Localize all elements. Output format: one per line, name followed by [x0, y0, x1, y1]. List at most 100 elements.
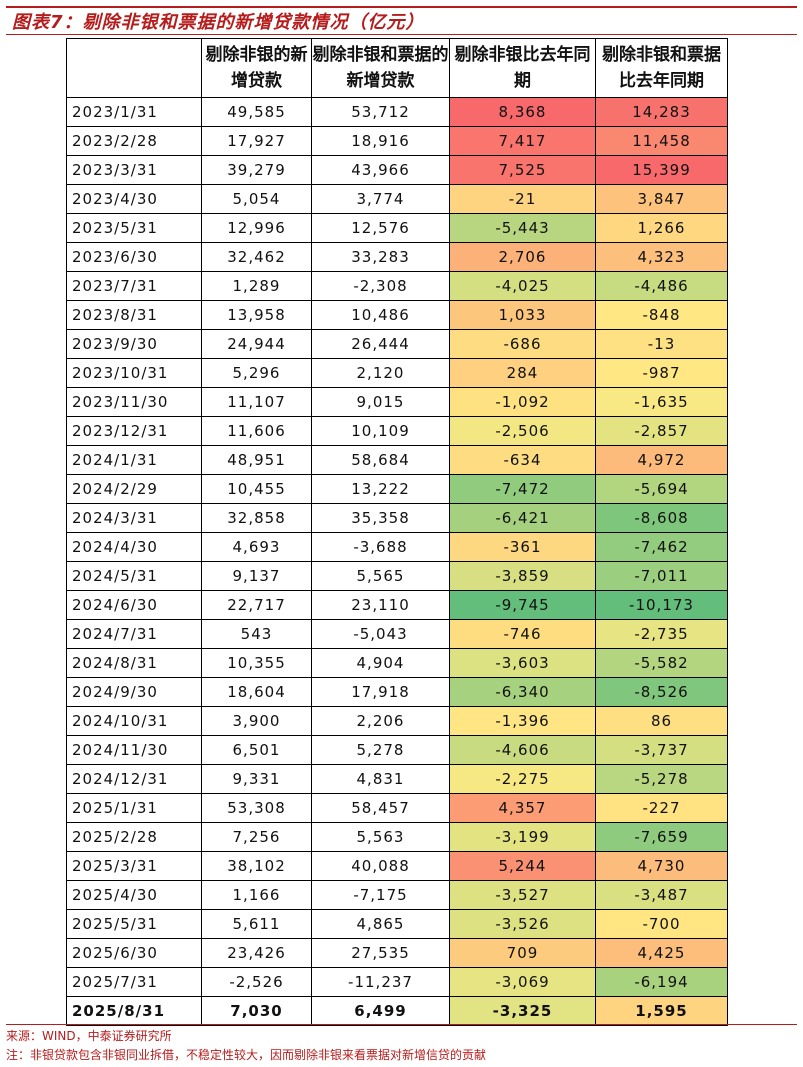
yoy-excl-nonbank-cell: -3,526: [449, 909, 596, 939]
header-excl-nonbank: 剔除非银的新增贷款: [201, 38, 312, 98]
loan-excl-nonbank-cell: 32,462: [201, 242, 312, 272]
loan-excl-nonbank-cell: 48,951: [201, 445, 312, 475]
loan-excl-nonbank-bills-cell: 5,278: [311, 735, 450, 765]
loan-excl-nonbank-bills-cell: 33,283: [311, 242, 450, 272]
loan-excl-nonbank-bills-cell: -3,688: [311, 532, 450, 562]
loan-excl-nonbank-bills-cell: 5,565: [311, 561, 450, 591]
yoy-excl-nonbank-cell: 8,368: [449, 97, 596, 127]
yoy-excl-nonbank-cell: -4,025: [449, 271, 596, 301]
table-row: 2023/3/31 39,279 43,966 7,525 15,399: [66, 155, 728, 185]
yoy-excl-nonbank-cell: -7,472: [449, 474, 596, 504]
yoy-excl-nonbank-cell: -2,506: [449, 416, 596, 446]
table-row: 2025/8/31 7,030 6,499 -3,325 1,595: [66, 996, 728, 1026]
yoy-excl-nonbank-cell: -9,745: [449, 590, 596, 620]
loan-excl-nonbank-bills-cell: -5,043: [311, 619, 450, 649]
yoy-excl-nonbank-cell: -1,092: [449, 387, 596, 417]
table-row: 2024/8/31 10,355 4,904 -3,603 -5,582: [66, 648, 728, 678]
yoy-excl-nonbank-cell: 284: [449, 358, 596, 388]
date-cell: 2024/3/31: [66, 503, 202, 533]
loan-excl-nonbank-bills-cell: 27,535: [311, 938, 450, 968]
date-cell: 2023/1/31: [66, 97, 202, 127]
loan-excl-nonbank-cell: 7,030: [201, 996, 312, 1026]
yoy-excl-nonbank-cell: -6,421: [449, 503, 596, 533]
table-row: 2023/11/30 11,107 9,015 -1,092 -1,635: [66, 387, 728, 417]
loan-excl-nonbank-cell: 11,606: [201, 416, 312, 446]
date-cell: 2023/10/31: [66, 358, 202, 388]
loan-excl-nonbank-bills-cell: 58,684: [311, 445, 450, 475]
yoy-excl-nonbank-bills-cell: 4,730: [595, 851, 728, 881]
loan-excl-nonbank-bills-cell: -11,237: [311, 967, 450, 997]
header-row: 剔除非银的新增贷款 剔除非银和票据的新增贷款 剔除非银比去年同期 剔除非银和票据…: [66, 38, 728, 98]
yoy-excl-nonbank-cell: -3,603: [449, 648, 596, 678]
table-row: 2024/4/30 4,693 -3,688 -361 -7,462: [66, 532, 728, 562]
table-row: 2023/2/28 17,927 18,916 7,417 11,458: [66, 126, 728, 156]
yoy-excl-nonbank-bills-cell: 4,972: [595, 445, 728, 475]
loan-excl-nonbank-cell: 6,501: [201, 735, 312, 765]
loan-excl-nonbank-cell: 4,693: [201, 532, 312, 562]
loan-excl-nonbank-bills-cell: 23,110: [311, 590, 450, 620]
date-cell: 2023/11/30: [66, 387, 202, 417]
yoy-excl-nonbank-cell: -746: [449, 619, 596, 649]
date-cell: 2025/4/30: [66, 880, 202, 910]
loan-excl-nonbank-cell: 22,717: [201, 590, 312, 620]
loan-excl-nonbank-cell: 10,355: [201, 648, 312, 678]
yoy-excl-nonbank-cell: -3,859: [449, 561, 596, 591]
date-cell: 2023/4/30: [66, 184, 202, 214]
table-row: 2024/11/30 6,501 5,278 -4,606 -3,737: [66, 735, 728, 765]
header-date: [66, 38, 202, 98]
loan-excl-nonbank-cell: 7,256: [201, 822, 312, 852]
yoy-excl-nonbank-cell: 5,244: [449, 851, 596, 881]
yoy-excl-nonbank-bills-cell: -4,486: [595, 271, 728, 301]
date-cell: 2024/8/31: [66, 648, 202, 678]
table-row: 2024/7/31 543 -5,043 -746 -2,735: [66, 619, 728, 649]
date-cell: 2024/5/31: [66, 561, 202, 591]
loan-excl-nonbank-bills-cell: 13,222: [311, 474, 450, 504]
yoy-excl-nonbank-cell: 709: [449, 938, 596, 968]
yoy-excl-nonbank-bills-cell: -987: [595, 358, 728, 388]
header-excl-nonbank-bills: 剔除非银和票据的新增贷款: [311, 38, 450, 98]
loan-excl-nonbank-cell: 12,996: [201, 213, 312, 243]
loan-excl-nonbank-cell: 11,107: [201, 387, 312, 417]
loan-excl-nonbank-cell: 39,279: [201, 155, 312, 185]
table-row: 2023/12/31 11,606 10,109 -2,506 -2,857: [66, 416, 728, 446]
date-cell: 2025/1/31: [66, 793, 202, 823]
yoy-excl-nonbank-cell: 2,706: [449, 242, 596, 272]
loan-excl-nonbank-cell: 23,426: [201, 938, 312, 968]
yoy-excl-nonbank-cell: -3,527: [449, 880, 596, 910]
loan-excl-nonbank-bills-cell: -7,175: [311, 880, 450, 910]
date-cell: 2023/8/31: [66, 300, 202, 330]
yoy-excl-nonbank-bills-cell: -7,462: [595, 532, 728, 562]
loan-excl-nonbank-cell: 543: [201, 619, 312, 649]
table-row: 2024/9/30 18,604 17,918 -6,340 -8,526: [66, 677, 728, 707]
loan-excl-nonbank-cell: 1,289: [201, 271, 312, 301]
loan-excl-nonbank-cell: 9,137: [201, 561, 312, 591]
yoy-excl-nonbank-bills-cell: -2,735: [595, 619, 728, 649]
yoy-excl-nonbank-bills-cell: -5,694: [595, 474, 728, 504]
loan-excl-nonbank-bills-cell: 4,904: [311, 648, 450, 678]
table-row: 2025/1/31 53,308 58,457 4,357 -227: [66, 793, 728, 823]
yoy-excl-nonbank-cell: -1,396: [449, 706, 596, 736]
yoy-excl-nonbank-bills-cell: -227: [595, 793, 728, 823]
date-cell: 2023/7/31: [66, 271, 202, 301]
table-row: 2025/2/28 7,256 5,563 -3,199 -7,659: [66, 822, 728, 852]
loan-excl-nonbank-cell: 53,308: [201, 793, 312, 823]
loan-excl-nonbank-cell: 5,054: [201, 184, 312, 214]
table-row: 2024/2/29 10,455 13,222 -7,472 -5,694: [66, 474, 728, 504]
loan-excl-nonbank-bills-cell: 43,966: [311, 155, 450, 185]
yoy-excl-nonbank-bills-cell: -5,582: [595, 648, 728, 678]
yoy-excl-nonbank-bills-cell: 11,458: [595, 126, 728, 156]
loan-excl-nonbank-bills-cell: 12,576: [311, 213, 450, 243]
loan-excl-nonbank-cell: 24,944: [201, 329, 312, 359]
yoy-excl-nonbank-bills-cell: 15,399: [595, 155, 728, 185]
loan-excl-nonbank-bills-cell: 17,918: [311, 677, 450, 707]
yoy-excl-nonbank-cell: 7,525: [449, 155, 596, 185]
table-row: 2023/8/31 13,958 10,486 1,033 -848: [66, 300, 728, 330]
loan-excl-nonbank-bills-cell: 3,774: [311, 184, 450, 214]
loan-excl-nonbank-bills-cell: 6,499: [311, 996, 450, 1026]
yoy-excl-nonbank-cell: -2,275: [449, 764, 596, 794]
table-row: 2023/5/31 12,996 12,576 -5,443 1,266: [66, 213, 728, 243]
loan-excl-nonbank-bills-cell: 5,563: [311, 822, 450, 852]
yoy-excl-nonbank-bills-cell: -5,278: [595, 764, 728, 794]
yoy-excl-nonbank-bills-cell: -10,173: [595, 590, 728, 620]
yoy-excl-nonbank-cell: 7,417: [449, 126, 596, 156]
